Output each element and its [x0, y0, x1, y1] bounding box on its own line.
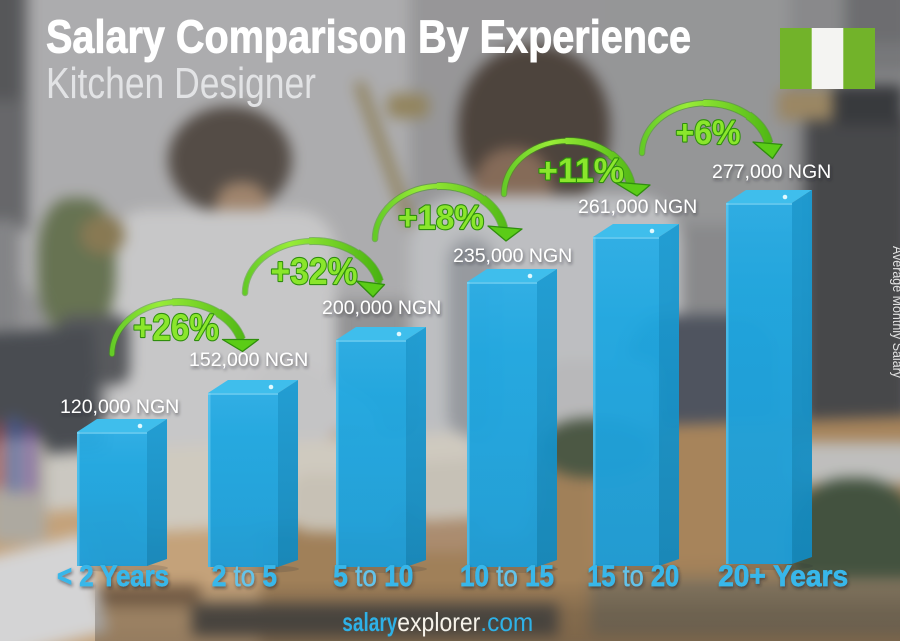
svg-text:+6%: +6% [676, 114, 741, 152]
svg-text:.com: .com [480, 607, 533, 637]
svg-text:+32%: +32% [271, 251, 358, 292]
svg-text:Salary Comparison By Experienc: Salary Comparison By Experience [46, 11, 691, 63]
svg-text:Average Monthly Salary: Average Monthly Salary [890, 246, 900, 378]
svg-text:2 to 5: 2 to 5 [212, 560, 277, 593]
svg-text:+11%: +11% [538, 152, 624, 190]
svg-text:20+ Years: 20+ Years [718, 560, 848, 593]
svg-text:salary: salary [342, 607, 397, 637]
svg-text:277,000 NGN: 277,000 NGN [712, 161, 831, 183]
svg-text:200,000 NGN: 200,000 NGN [322, 297, 441, 319]
svg-text:152,000 NGN: 152,000 NGN [189, 349, 308, 371]
svg-text:explorer: explorer [397, 607, 480, 637]
svg-text:15 to 20: 15 to 20 [587, 560, 679, 593]
svg-text:261,000 NGN: 261,000 NGN [578, 196, 697, 218]
svg-text:120,000 NGN: 120,000 NGN [60, 396, 179, 418]
svg-text:5 to 10: 5 to 10 [333, 560, 413, 593]
svg-text:10 to 15: 10 to 15 [460, 560, 554, 593]
svg-text:Kitchen Designer: Kitchen Designer [46, 59, 316, 108]
svg-text:< 2 Years: < 2 Years [57, 560, 169, 593]
svg-text:+26%: +26% [133, 307, 219, 348]
svg-text:+18%: +18% [398, 199, 484, 237]
svg-text:235,000 NGN: 235,000 NGN [453, 245, 572, 267]
